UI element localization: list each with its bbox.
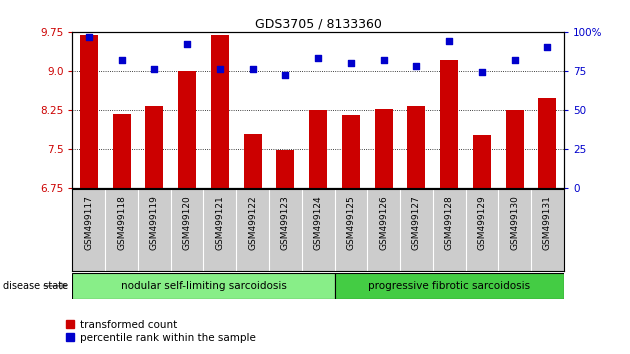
Point	[149, 67, 159, 72]
Bar	[440, 61, 458, 188]
Text: nodular self-limiting sarcoidosis: nodular self-limiting sarcoidosis	[120, 281, 287, 291]
Text: GSM499122: GSM499122	[248, 195, 257, 250]
Bar	[335, 273, 564, 299]
Bar	[277, 150, 294, 188]
Point	[215, 67, 225, 72]
Point	[280, 73, 290, 78]
Text: GSM499123: GSM499123	[281, 195, 290, 250]
Bar	[539, 98, 556, 188]
Bar	[113, 114, 130, 188]
Bar	[178, 71, 196, 188]
Bar	[375, 109, 392, 188]
Point	[411, 63, 421, 69]
Bar	[506, 110, 524, 188]
Bar	[80, 35, 98, 188]
Text: GSM499124: GSM499124	[314, 195, 323, 250]
Bar	[342, 115, 360, 188]
Point	[248, 67, 258, 72]
Text: GSM499129: GSM499129	[478, 195, 486, 250]
Point	[444, 38, 454, 44]
Text: GSM499120: GSM499120	[183, 195, 192, 250]
Text: GSM499130: GSM499130	[510, 195, 519, 250]
Text: GSM499121: GSM499121	[215, 195, 224, 250]
Point	[117, 57, 127, 63]
Bar	[408, 105, 425, 188]
Text: GSM499118: GSM499118	[117, 195, 126, 250]
Point	[510, 57, 520, 63]
Text: GSM499128: GSM499128	[445, 195, 454, 250]
Point	[346, 60, 356, 66]
Bar	[146, 106, 163, 188]
Bar	[473, 135, 491, 188]
Bar	[211, 35, 229, 188]
Point	[84, 34, 94, 39]
Text: GSM499131: GSM499131	[543, 195, 552, 250]
Text: GSM499119: GSM499119	[150, 195, 159, 250]
Bar	[309, 110, 327, 188]
Point	[379, 57, 389, 63]
Legend: transformed count, percentile rank within the sample: transformed count, percentile rank withi…	[62, 315, 260, 347]
Point	[313, 56, 323, 61]
Text: GSM499126: GSM499126	[379, 195, 388, 250]
Point	[477, 69, 487, 75]
Bar	[244, 133, 261, 188]
Text: GSM499117: GSM499117	[84, 195, 93, 250]
Title: GDS3705 / 8133360: GDS3705 / 8133360	[255, 18, 382, 31]
Text: GSM499125: GSM499125	[346, 195, 355, 250]
Text: progressive fibrotic sarcoidosis: progressive fibrotic sarcoidosis	[368, 281, 530, 291]
Text: disease state: disease state	[3, 281, 68, 291]
Text: GSM499127: GSM499127	[412, 195, 421, 250]
Point	[182, 41, 192, 47]
Bar	[72, 273, 335, 299]
Point	[542, 45, 553, 50]
